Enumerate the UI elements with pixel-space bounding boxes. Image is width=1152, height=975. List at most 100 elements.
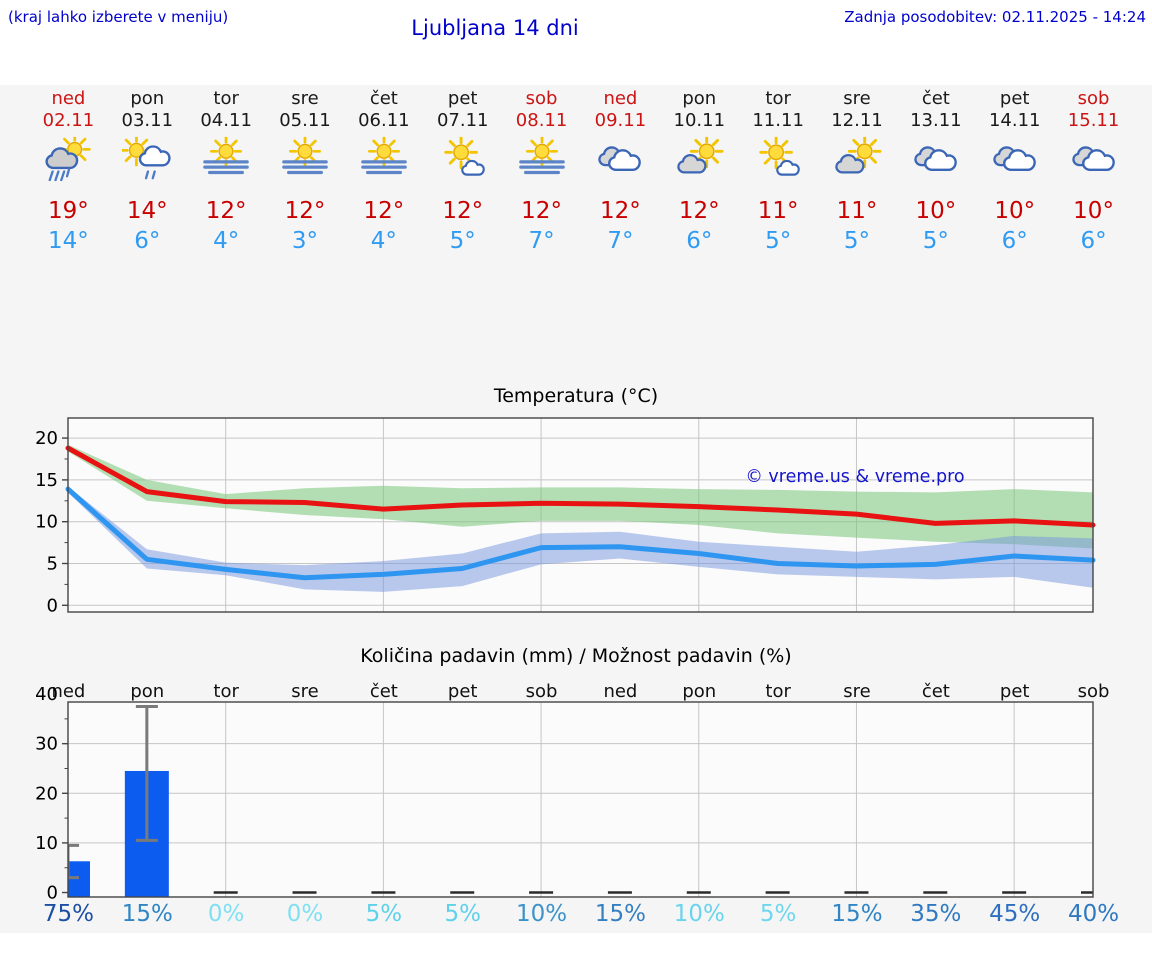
forecast-day-column: tor 04.11 12° 4° bbox=[187, 88, 266, 256]
y-tick-label: 10 bbox=[35, 833, 58, 854]
high-temp: 10° bbox=[915, 198, 957, 224]
precip-probability-label: 15% bbox=[121, 901, 173, 927]
precip-day-label: sre bbox=[291, 681, 319, 702]
y-tick-label: 20 bbox=[35, 783, 58, 804]
page-title: Ljubljana 14 dni bbox=[411, 16, 579, 40]
precip-probability-label: 75% bbox=[42, 901, 94, 927]
precip-probability-label: 10% bbox=[516, 901, 568, 927]
sun-fog-icon bbox=[359, 136, 409, 182]
y-tick-label: 15 bbox=[35, 470, 58, 491]
last-update-text: Zadnja posodobitev: 02.11.2025 - 14:24 bbox=[844, 8, 1146, 26]
forecast-day-column: čet 13.11 10° 5° bbox=[896, 88, 975, 256]
cloudy-icon bbox=[990, 136, 1040, 182]
y-tick-label: 30 bbox=[35, 734, 58, 755]
day-name: sre bbox=[291, 88, 319, 109]
precip-day-label: tor bbox=[213, 681, 239, 702]
day-name: pon bbox=[130, 88, 165, 109]
precipitation-chart-title: Količina padavin (mm) / Možnost padavin … bbox=[360, 645, 792, 667]
day-date: 03.11 bbox=[121, 110, 174, 131]
precip-day-label: ned bbox=[603, 681, 638, 702]
day-name: tor bbox=[213, 88, 239, 109]
high-temp: 12° bbox=[600, 198, 641, 224]
precip-probability-label: 40% bbox=[1068, 901, 1120, 927]
sun-fog-icon bbox=[517, 136, 567, 182]
high-temp: 11° bbox=[757, 198, 799, 224]
precip-probability-label: 5% bbox=[759, 901, 797, 927]
cloudy-icon bbox=[595, 136, 645, 182]
weather-icon-slot bbox=[674, 136, 724, 190]
day-name: čet bbox=[921, 88, 950, 109]
sun-fog-icon bbox=[280, 136, 330, 182]
day-date: 07.11 bbox=[436, 110, 489, 131]
precip-day-label: pet bbox=[999, 681, 1030, 702]
day-date: 10.11 bbox=[673, 110, 726, 131]
min-temperature-line bbox=[65, 486, 1096, 581]
sun-fog-icon bbox=[201, 136, 251, 182]
precip-probability-label: 0% bbox=[286, 901, 324, 927]
weather-icon-slot bbox=[595, 136, 645, 190]
watermark: © vreme.us & vreme.pro bbox=[745, 467, 964, 487]
weather-icon-slot bbox=[832, 136, 882, 190]
low-temp: 5° bbox=[843, 228, 871, 254]
weather-icon-slot bbox=[201, 136, 251, 190]
low-temp: 5° bbox=[922, 228, 949, 254]
day-name: tor bbox=[765, 88, 791, 109]
low-temp: 5° bbox=[449, 228, 476, 254]
forecast-day-column: sob 08.11 12° 7° bbox=[502, 88, 581, 256]
precip-probability-label: 5% bbox=[444, 901, 481, 927]
forecast-day-column: ned 09.11 12° 7° bbox=[581, 88, 660, 256]
forecast-strip: ned 02.11 19° 14° pon 03.11 14° 6° tor 0… bbox=[29, 88, 1133, 256]
precipitation-probability-row: 75% 15% 0% 0% 5% 5% 10% 15% 10% 5% 15% 35% 45% 40% bbox=[29, 899, 1133, 929]
weather-icon-slot bbox=[990, 136, 1040, 190]
temperature-chart: 0 5 10 15 20 © vreme.us & vreme.pro bbox=[35, 417, 1096, 616]
temperature-chart-title: Temperatura (°C) bbox=[493, 385, 659, 407]
y-tick-label: 5 bbox=[47, 554, 58, 575]
day-date: 06.11 bbox=[358, 110, 410, 131]
day-date: 13.11 bbox=[910, 110, 962, 131]
menu-hint-note: (kraj lahko izberete v meniju) bbox=[8, 8, 229, 26]
plot-border bbox=[67, 701, 1094, 898]
day-name: sob bbox=[1077, 88, 1110, 109]
forecast-day-column: sre 12.11 11° 5° bbox=[818, 88, 897, 256]
weather-icon-slot bbox=[517, 136, 567, 190]
high-temp: 19° bbox=[48, 198, 89, 224]
max-temperature-line bbox=[65, 445, 1096, 528]
precip-day-label: čet bbox=[369, 681, 398, 702]
precip-probability-label: 45% bbox=[989, 901, 1041, 927]
sun-small-cloud-icon bbox=[753, 136, 803, 182]
high-temp: 12° bbox=[521, 198, 562, 224]
forecast-day-column: ned 02.11 19° 14° bbox=[29, 88, 108, 256]
day-date: 11.11 bbox=[752, 110, 804, 131]
precip-day-label: čet bbox=[921, 681, 950, 702]
plot-background bbox=[68, 702, 1093, 897]
cloudy-icon bbox=[1069, 136, 1119, 182]
y-tick-label: 40 bbox=[35, 684, 58, 705]
day-name: ned bbox=[51, 88, 86, 109]
high-temp: 12° bbox=[363, 198, 405, 224]
weather-icon-slot bbox=[122, 136, 172, 190]
low-temp: 14° bbox=[48, 228, 89, 254]
precip-probability-label: 10% bbox=[673, 901, 725, 927]
precip-probability-label: 35% bbox=[910, 901, 962, 927]
sun-rain-icon bbox=[43, 136, 93, 182]
weather-icon-slot bbox=[438, 136, 488, 190]
low-temp: 6° bbox=[1001, 228, 1028, 254]
precip-day-label: pet bbox=[447, 681, 478, 702]
precip-day-label: tor bbox=[765, 681, 791, 702]
precip-probability-label: 0% bbox=[207, 901, 245, 927]
bars-group bbox=[68, 704, 1093, 897]
plot-border bbox=[67, 417, 1094, 613]
cloudy-icon bbox=[911, 136, 961, 182]
y-tick-label: 10 bbox=[35, 512, 58, 533]
forecast-day-column: pon 03.11 14° 6° bbox=[108, 88, 187, 256]
day-date: 09.11 bbox=[594, 110, 647, 131]
low-temp: 7° bbox=[528, 228, 555, 254]
low-temp: 3° bbox=[291, 228, 319, 254]
high-temp: 10° bbox=[1073, 198, 1114, 224]
high-temp: 12° bbox=[442, 198, 484, 224]
day-date: 02.11 bbox=[42, 110, 95, 131]
precip-day-label: sob bbox=[1077, 681, 1110, 702]
day-name: sre bbox=[843, 88, 871, 109]
low-temp: 6° bbox=[686, 228, 713, 254]
